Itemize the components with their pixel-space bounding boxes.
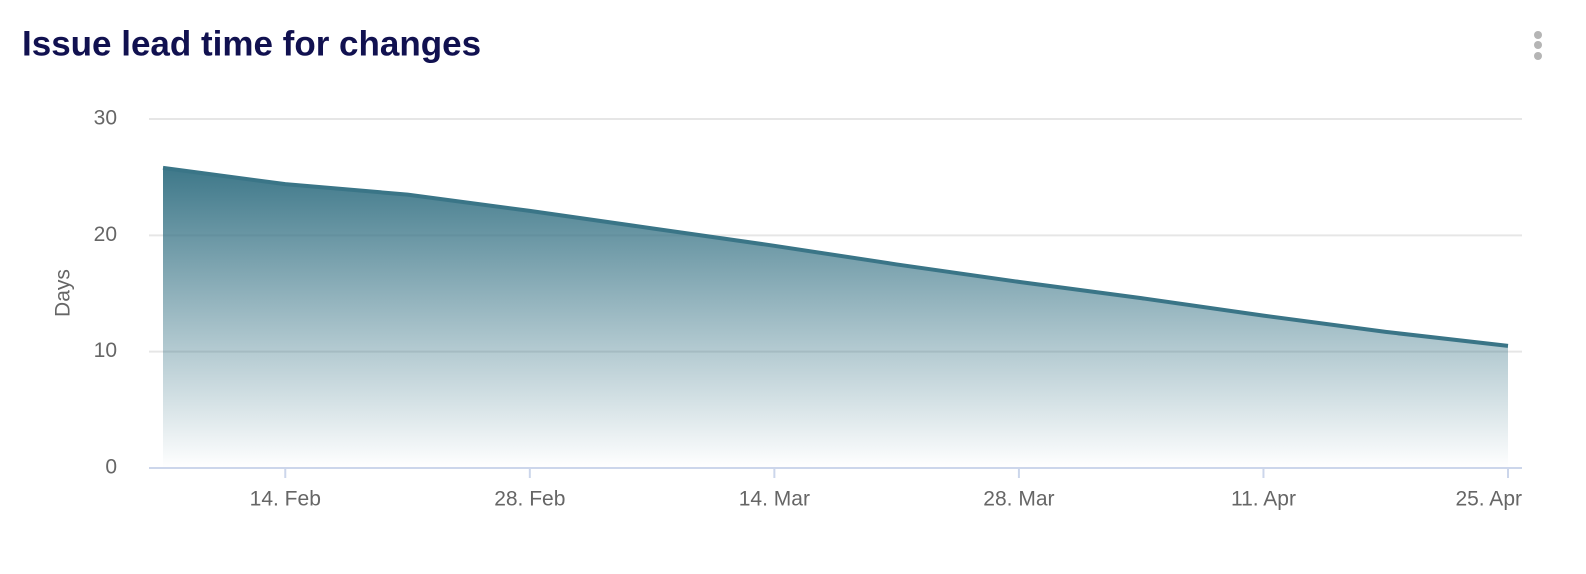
- x-tick-label: 14. Feb: [250, 488, 321, 511]
- x-tick-label: 11. Apr: [1231, 488, 1296, 511]
- x-tick-label: 28. Mar: [983, 488, 1054, 511]
- x-tick-label: 25. Apr: [1455, 488, 1522, 511]
- y-tick-label: 30: [94, 107, 117, 130]
- x-tick-label: 14. Mar: [739, 488, 810, 511]
- y-tick-label: 10: [94, 339, 117, 362]
- chart-title: Issue lead time for changes: [22, 24, 481, 63]
- x-tick-label: 28. Feb: [494, 488, 565, 511]
- line: [162, 165, 1509, 348]
- y-tick-label: 0: [105, 456, 117, 479]
- menu-button[interactable]: [1534, 31, 1542, 60]
- area-fill: [163, 167, 1508, 469]
- y-axis-label: Days: [52, 269, 75, 317]
- y-tick-label: 20: [94, 223, 117, 246]
